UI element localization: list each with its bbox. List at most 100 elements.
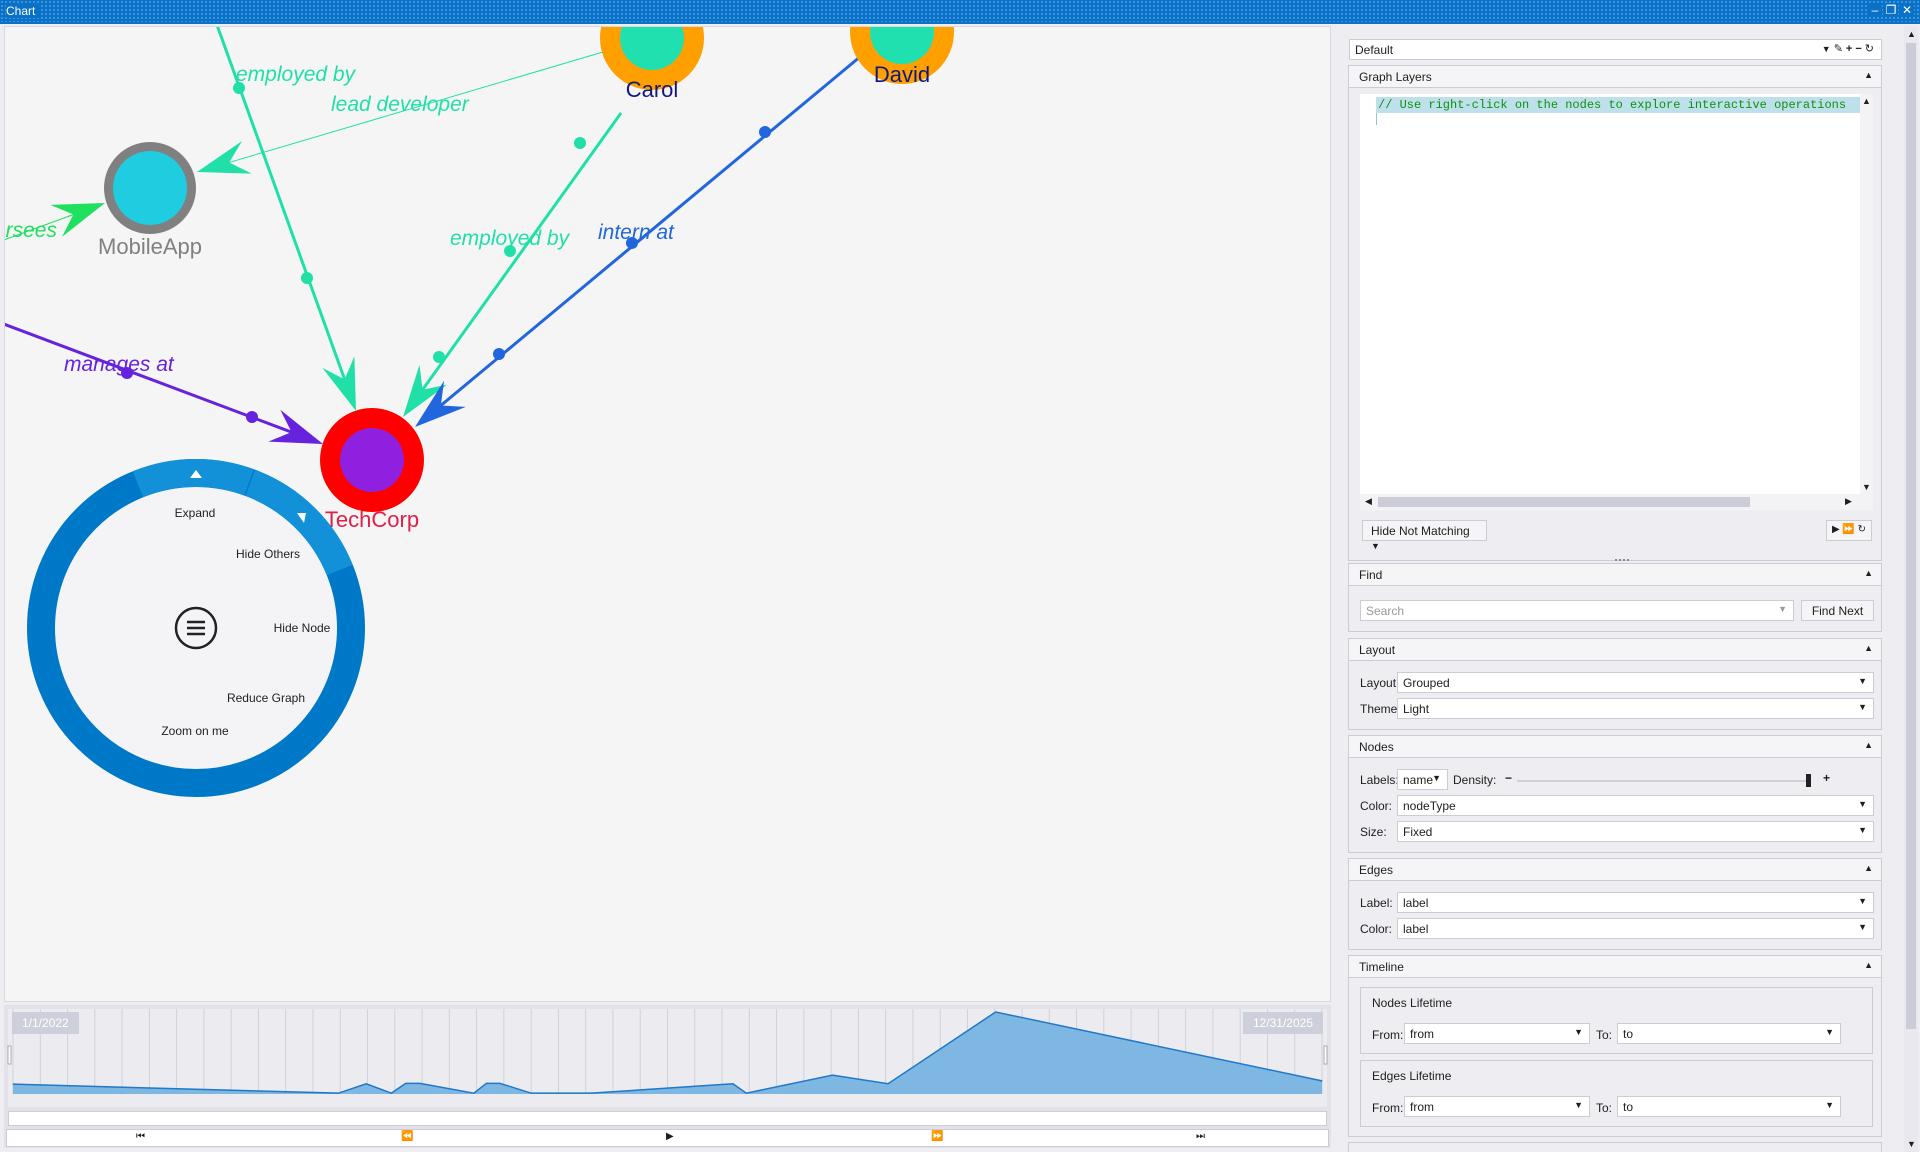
query-editor[interactable]: // Use right-click on the nodes to explo…	[1360, 94, 1873, 510]
hamburger-menu-icon[interactable]	[174, 606, 218, 650]
node-techcorp[interactable]: TechCorp	[320, 408, 424, 532]
density-decrease-icon[interactable]: −	[1505, 771, 1513, 785]
node-color-select[interactable]: nodeType ▼	[1397, 795, 1874, 816]
find-next-button[interactable]: Find Next	[1801, 600, 1874, 621]
dropdown-icon[interactable]: ▼	[1821, 44, 1834, 54]
scrollbar-thumb[interactable]	[1906, 43, 1916, 1029]
code-line[interactable]: // Use right-click on the nodes to explo…	[1376, 97, 1863, 113]
density-slider[interactable]	[1517, 774, 1811, 787]
node-size-select[interactable]: Fixed ▼	[1397, 821, 1874, 842]
edge-handle-dot[interactable]	[759, 126, 771, 138]
timeline-right-handle[interactable]	[1323, 1045, 1328, 1065]
skip-to-end-icon[interactable]: ⏭	[1196, 1131, 1205, 1142]
find-header[interactable]: Find ▲	[1349, 564, 1881, 586]
search-input[interactable]: Search ▼	[1360, 600, 1794, 621]
edge-line[interactable]	[413, 112, 623, 402]
play-icon[interactable]: ▶	[666, 1131, 674, 1142]
close-icon[interactable]: ✕	[1900, 3, 1914, 17]
edges-to-select[interactable]: to ▼	[1617, 1096, 1841, 1117]
collapse-icon[interactable]: ▲	[1864, 568, 1873, 578]
timeline-chart[interactable]	[4, 1005, 1331, 1148]
node-core[interactable]	[620, 26, 684, 70]
minimize-icon[interactable]: –	[1868, 3, 1882, 17]
menu-item-zoom-on-me[interactable]: Zoom on me	[161, 724, 229, 738]
graph-layers-header[interactable]: Graph Layers ▲	[1349, 66, 1881, 88]
node-carol[interactable]: Carol	[600, 26, 704, 102]
node-david[interactable]: David	[850, 26, 954, 87]
edge-handle-dot[interactable]	[233, 82, 245, 94]
theme-select[interactable]: Light ▼	[1397, 698, 1874, 719]
node-core[interactable]	[113, 151, 187, 225]
edge-handle-dot[interactable]	[433, 351, 445, 363]
node-core[interactable]	[340, 428, 404, 492]
menu-ring-highlight-expand[interactable]	[132, 459, 254, 498]
edge-line[interactable]	[4, 209, 87, 241]
labels-select[interactable]: name ▼	[1397, 769, 1448, 790]
timeline-range-scrollbar[interactable]	[8, 1111, 1327, 1126]
chevron-down-icon[interactable]: ▼	[1778, 604, 1787, 614]
nodes-to-select[interactable]: to ▼	[1617, 1023, 1841, 1044]
edge-handle-dot[interactable]	[504, 245, 516, 257]
remove-icon[interactable]: −	[1855, 43, 1865, 55]
editor-horizontal-scrollbar[interactable]: ◀ ▶	[1360, 494, 1873, 510]
timeline-point	[499, 1082, 501, 1084]
menu-item-expand[interactable]: Expand	[175, 506, 216, 520]
reset-icon[interactable]: ↻	[1864, 43, 1877, 55]
scrollbar-thumb[interactable]	[1378, 497, 1750, 507]
edges-header[interactable]: Edges ▲	[1349, 859, 1881, 881]
graph-svg[interactable]: employed by lead developer oversees employe…	[4, 26, 1331, 1002]
graph-canvas[interactable]: employed by lead developer oversees employe…	[4, 26, 1331, 1002]
edge-line[interactable]	[216, 51, 604, 167]
edge-label-select[interactable]: label ▼	[1397, 892, 1874, 913]
nodes-from-select[interactable]: from ▼	[1404, 1023, 1590, 1044]
scroll-up-icon[interactable]: ▲	[1907, 29, 1916, 39]
scroll-down-icon[interactable]: ▼	[1907, 1139, 1916, 1149]
section-title: Edges	[1359, 863, 1394, 877]
collapse-icon[interactable]: ▲	[1864, 863, 1873, 873]
editor-vertical-scrollbar[interactable]: ▲ ▼	[1860, 94, 1873, 494]
edge-handle-dot[interactable]	[626, 237, 638, 249]
step-forward-icon[interactable]: ⏩	[931, 1131, 944, 1142]
timeline-left-handle[interactable]	[7, 1045, 12, 1065]
refresh-icon[interactable]: ↻	[1857, 524, 1867, 535]
collapse-icon[interactable]: ▲	[1864, 643, 1873, 653]
layout-select[interactable]: Grouped ▼	[1397, 672, 1874, 693]
menu-item-reduce-graph[interactable]: Reduce Graph	[227, 691, 305, 705]
collapse-icon[interactable]: ▲	[1864, 740, 1873, 750]
edges-from-select[interactable]: from ▼	[1404, 1096, 1590, 1117]
node-core[interactable]	[870, 26, 934, 64]
edge-label: manages at	[64, 353, 175, 376]
splitter-handle[interactable]	[1615, 559, 1629, 561]
edge-handle-dot[interactable]	[301, 272, 313, 284]
collapse-icon[interactable]: ▲	[1864, 960, 1873, 970]
menu-item-hide-others[interactable]: Hide Others	[236, 547, 300, 561]
profile-select[interactable]: Default ▼✎+−↻	[1349, 39, 1882, 60]
edge-handle-dot[interactable]	[246, 411, 258, 423]
run-all-icon[interactable]: ⏩	[1842, 524, 1855, 535]
node-mobileapp[interactable]: MobileApp	[98, 142, 202, 259]
run-icon[interactable]: ▶	[1831, 524, 1840, 535]
edit-icon[interactable]: ✎	[1833, 43, 1846, 55]
step-back-icon[interactable]: ⏪	[401, 1131, 414, 1142]
panel-vertical-scrollbar[interactable]: ▲ ▼	[1904, 26, 1918, 1152]
nodes-header[interactable]: Nodes ▲	[1349, 736, 1881, 758]
filter-mode-select[interactable]: Hide Not Matching ▼	[1362, 520, 1487, 551]
timeline[interactable]: 1/1/2022 12/31/2025 ⏮ ⏪ ▶ ⏩ ⏭	[4, 1005, 1331, 1148]
collapse-icon[interactable]: ▲	[1864, 70, 1873, 80]
menu-item-hide-node[interactable]: Hide Node	[274, 621, 331, 635]
add-icon[interactable]: +	[1845, 43, 1856, 55]
skip-to-start-icon[interactable]: ⏮	[136, 1131, 145, 1142]
timeline-point	[995, 1011, 997, 1013]
edge-handle-dot[interactable]	[574, 137, 586, 149]
restore-icon[interactable]: ❐	[1884, 3, 1898, 17]
edge-handle-dot[interactable]	[121, 367, 133, 379]
edge-color-select[interactable]: label ▼	[1397, 918, 1874, 939]
edge-line[interactable]	[4, 322, 305, 439]
timeline-header[interactable]: Timeline ▲	[1349, 956, 1881, 978]
density-increase-icon[interactable]: +	[1823, 771, 1831, 785]
radial-context-menu[interactable]: Expand Hide Others Hide Node Reduce Graph Zo…	[27, 459, 365, 797]
layout-header[interactable]: Layout ▲	[1349, 639, 1881, 661]
density-slider-thumb[interactable]	[1806, 774, 1811, 787]
next-section-header[interactable]	[1348, 1142, 1882, 1152]
edge-handle-dot[interactable]	[493, 348, 505, 360]
